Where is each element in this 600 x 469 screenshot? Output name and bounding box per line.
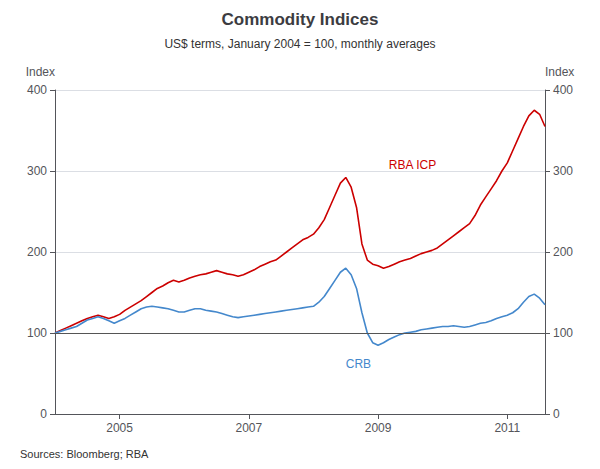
- svg-text:US$ terms, January 2004 = 100,: US$ terms, January 2004 = 100, monthly a…: [164, 37, 435, 51]
- svg-text:CRB: CRB: [346, 357, 371, 371]
- svg-text:200: 200: [27, 245, 47, 259]
- svg-text:2007: 2007: [235, 421, 262, 435]
- svg-text:0: 0: [40, 407, 47, 421]
- svg-text:200: 200: [553, 245, 573, 259]
- svg-text:2009: 2009: [365, 421, 392, 435]
- svg-text:Index: Index: [26, 65, 55, 79]
- svg-text:2011: 2011: [494, 421, 520, 435]
- svg-text:Sources: Bloomberg; RBA: Sources: Bloomberg; RBA: [20, 448, 149, 460]
- svg-text:RBA ICP: RBA ICP: [389, 158, 436, 172]
- svg-text:300: 300: [553, 164, 573, 178]
- svg-text:100: 100: [553, 326, 573, 340]
- svg-text:300: 300: [27, 164, 47, 178]
- svg-text:0: 0: [553, 407, 560, 421]
- svg-text:400: 400: [553, 83, 573, 97]
- svg-text:Commodity Indices: Commodity Indices: [222, 10, 379, 29]
- svg-text:400: 400: [27, 83, 47, 97]
- svg-text:Index: Index: [545, 65, 574, 79]
- svg-text:100: 100: [27, 326, 47, 340]
- svg-text:2005: 2005: [106, 421, 133, 435]
